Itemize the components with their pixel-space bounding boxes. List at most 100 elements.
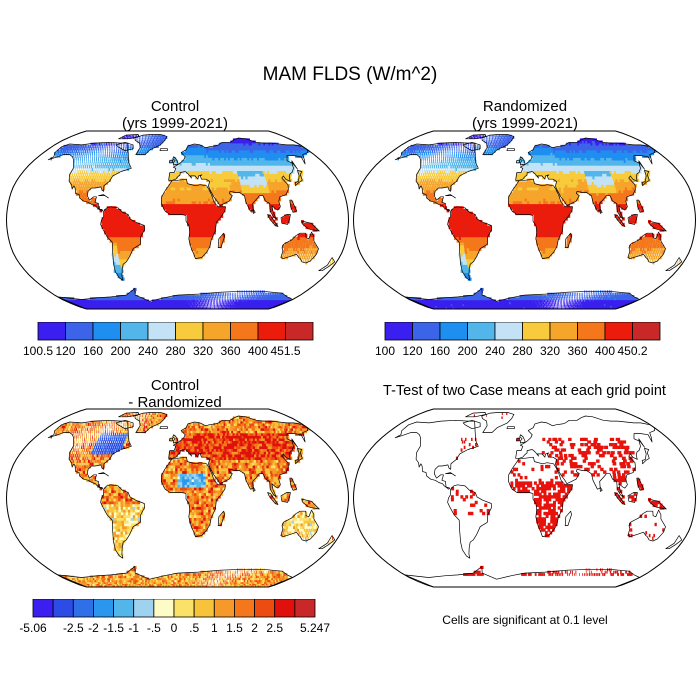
colorbar-label: 320 [540, 344, 560, 358]
colorbar-label: 2.5 [266, 621, 283, 635]
colorbar-label: 2 [251, 621, 258, 635]
colorbar-box [412, 322, 441, 341]
coastline-eurasia [168, 415, 309, 498]
panel-title-randomized: Randomized (yrs 1999-2021) [390, 98, 660, 132]
colorbar-label: 200 [110, 344, 130, 358]
colorbar-box [72, 599, 94, 618]
coastline-africa [161, 456, 226, 537]
coastline-sumatra [267, 492, 279, 505]
coastline-madagascar [564, 232, 572, 248]
coastline-borneo [280, 214, 291, 225]
colorbar-label: -2.5 [63, 621, 84, 635]
panel-title-control: Control (yrs 1999-2021) [40, 98, 310, 132]
colorbar-label: -2 [88, 621, 99, 635]
coastline-australia [627, 509, 666, 542]
colorbar-box [294, 599, 316, 618]
coastline-south-america [100, 484, 145, 559]
colorbar-label: 320 [193, 344, 213, 358]
coastline-ireland [516, 159, 521, 164]
colorbar-label: 400 [595, 344, 615, 358]
colorbar-box [632, 322, 661, 341]
colorbar-box [285, 322, 314, 341]
coastline-ireland [169, 437, 174, 442]
data-cells [50, 134, 334, 309]
coastline-sumatra [614, 492, 626, 505]
colorbar-box [274, 599, 296, 618]
coastline-new-zealand [665, 257, 683, 272]
coastline-new-zealand [318, 535, 336, 550]
coastline-baffin [462, 419, 481, 430]
colorbar-label: 280 [165, 344, 185, 358]
colorbar-box [153, 599, 175, 618]
coastline-eurasia [515, 137, 656, 220]
coastline-baffin [462, 141, 481, 152]
panel-title-line1: Control [150, 377, 200, 394]
coastline-new-zealand [318, 257, 336, 272]
colorbar-box [549, 322, 578, 341]
colorbar-label: 120 [55, 344, 75, 358]
colorbar-box [234, 599, 255, 618]
colorbar-label: -1 [128, 621, 139, 635]
coastline-ellesmere [465, 412, 487, 418]
coastline-antarctica [57, 288, 293, 309]
coastline-borneo [627, 492, 638, 503]
coastline-north-america [47, 141, 132, 212]
coastline-africa [508, 456, 573, 537]
coastline-sri-lanka [252, 486, 256, 492]
coastline-japan [641, 448, 650, 465]
coastline-north-america [394, 141, 479, 212]
coastline-philippines [289, 199, 298, 213]
coastline-eurasia [168, 137, 309, 220]
significance-note: Cells are significant at 0.1 level [442, 613, 608, 627]
colorbar-box [522, 322, 551, 341]
colorbar-box [92, 322, 121, 341]
coastline-iceland [159, 148, 168, 152]
coastline-ireland [169, 159, 174, 164]
coastline-australia [280, 231, 319, 264]
colorbar-box [52, 599, 74, 618]
colorbar-box [439, 322, 468, 341]
coastline-madagascar [564, 510, 572, 526]
coastline-uk [519, 434, 526, 444]
colorbar-label: 280 [512, 344, 532, 358]
coastline-iceland [506, 426, 515, 430]
coastline-sri-lanka [252, 208, 256, 214]
panel-title-line1: Control [150, 98, 200, 115]
ocean-background [353, 409, 696, 587]
coastline-uk [172, 434, 179, 444]
panel-title-line2: - Randomized [128, 394, 222, 411]
coastline-australia [280, 509, 319, 542]
map-border [352, 130, 697, 310]
coastline-cuba [445, 194, 456, 199]
colorbar-randomized: 100 120 160 200 240 280 320 360 400 450.2 [375, 322, 661, 358]
colorbar-box [257, 322, 286, 341]
colorbar-label: 400 [248, 344, 268, 358]
coastline-sumatra [614, 214, 626, 227]
colorbar-label: 451.5 [270, 344, 300, 358]
colorbar-label: 360 [567, 344, 587, 358]
coastline-iceland [159, 426, 168, 430]
colorbar-box [213, 599, 235, 618]
colorbar-label: 120 [402, 344, 422, 358]
colorbar-label: 1.5 [226, 621, 243, 635]
coastline-sri-lanka [599, 486, 603, 492]
colorbar-label: 160 [430, 344, 450, 358]
panel-title-line2: (yrs 1999-2021) [122, 115, 228, 132]
colorbar-box [37, 322, 66, 341]
map-randomized [352, 130, 697, 310]
colorbar-label: .5 [189, 621, 199, 635]
panel-title-line2: (yrs 1999-2021) [472, 115, 578, 132]
colorbar-box [147, 322, 176, 341]
colorbar-label: 5.247 [300, 621, 330, 635]
coastline-australia [627, 231, 666, 264]
figure-title: MAM FLDS (W/m^2) [262, 64, 438, 85]
coastline-africa [161, 178, 226, 259]
colorbar-diff: -5.06 -2.5 -2 -1.5 -1 -.5 0 .5 1 1.5 2 2.5 5.247 [19, 599, 330, 635]
coastline-eurasia [515, 415, 656, 498]
coastline-cuba [98, 472, 109, 477]
coastline-north-america [47, 419, 132, 490]
coastline-greenland [134, 412, 168, 433]
coastline-cuba [98, 194, 109, 199]
coastline-sakhalin [638, 160, 645, 170]
coastline-antarctica [404, 566, 640, 587]
